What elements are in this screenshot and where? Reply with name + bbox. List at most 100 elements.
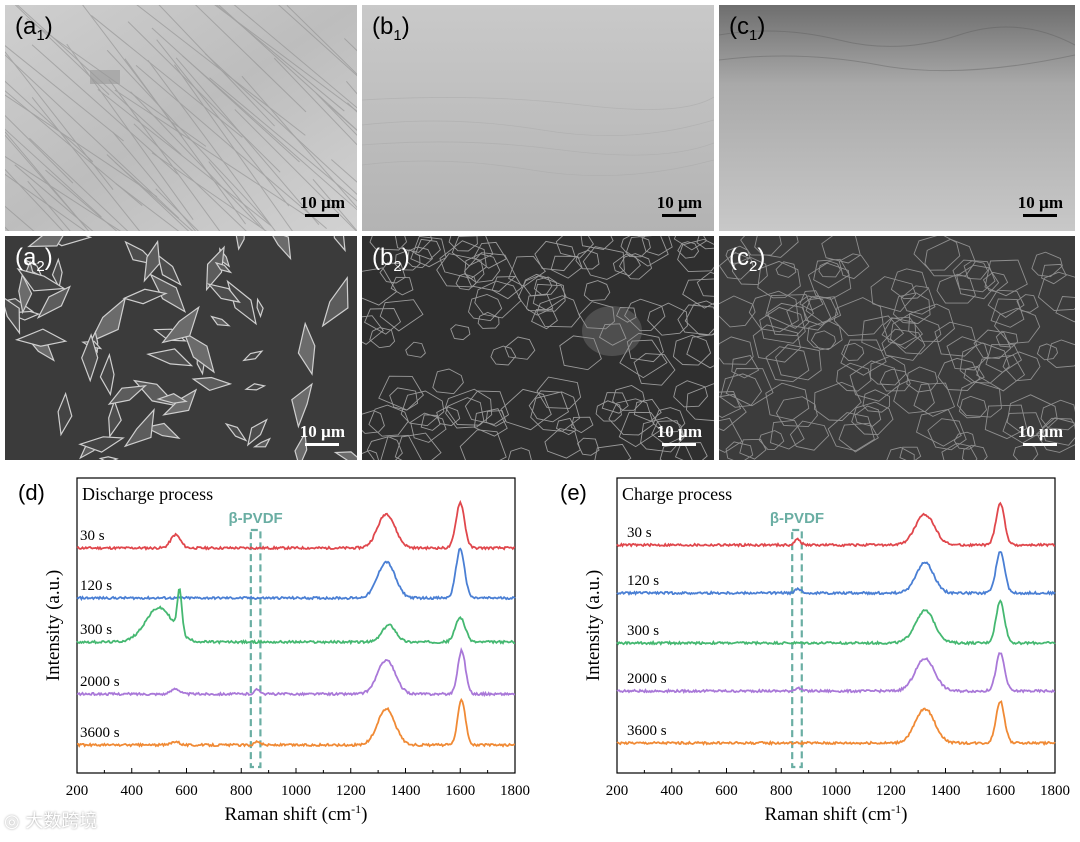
sem-panel-c2: (c2) 10 µm: [719, 236, 1075, 460]
chart-panel-label: (e): [560, 480, 587, 505]
x-tick-label: 800: [230, 783, 253, 799]
sem-grain: [775, 344, 822, 381]
sem-flake: [27, 236, 64, 248]
sem-grain: [491, 276, 523, 300]
sem-flake: [224, 422, 248, 442]
sem-grain: [1041, 263, 1067, 285]
sem-grain: [799, 290, 824, 311]
scale-bar-a1: 10 µm: [300, 194, 345, 217]
sem-flake: [14, 328, 68, 347]
sem-scratch: [151, 152, 267, 231]
sem-grain: [522, 273, 553, 297]
scale-bar-c1: 10 µm: [1018, 194, 1063, 217]
sem-grain: [984, 259, 1028, 297]
sem-scratch: [234, 109, 357, 231]
sem-grain: [748, 290, 799, 333]
sem-grain: [570, 416, 594, 434]
sem-grain: [1046, 339, 1075, 368]
sem-flake: [272, 236, 292, 261]
sem-grain: [870, 276, 917, 313]
sem-grain: [937, 357, 981, 391]
sem-scratch: [215, 5, 345, 112]
sem-grain: [838, 422, 879, 453]
beta-pvdf-band: [791, 528, 803, 769]
sem-grain: [362, 315, 384, 345]
sem-grain: [580, 236, 614, 250]
panel-label-b2: (b2): [372, 244, 410, 275]
sem-scratch: [112, 131, 197, 231]
sem-grain: [517, 275, 566, 312]
x-tick-label: 1000: [821, 783, 851, 799]
sem-grain: [1036, 417, 1075, 453]
sem-grain: [626, 332, 664, 363]
sem-grain: [394, 432, 442, 460]
sem-grain: [625, 236, 669, 267]
sem-grain: [890, 268, 929, 300]
x-tick-label: 200: [66, 783, 89, 799]
sem-grain: [619, 339, 668, 379]
x-tick-label: 200: [606, 783, 629, 799]
sem-scratch: [195, 5, 307, 113]
sem-grain: [618, 411, 664, 448]
sem-grain: [405, 341, 426, 358]
x-tick-label: 1800: [1040, 783, 1070, 799]
sem-grain: [1040, 399, 1075, 431]
sem-grain: [841, 342, 865, 361]
sem-grain: [444, 388, 493, 426]
x-tick-label: 400: [661, 783, 684, 799]
sem-grain: [906, 366, 939, 393]
sem-grain: [719, 393, 747, 432]
sem-grain: [555, 236, 594, 259]
sem-grain: [913, 236, 961, 271]
sem-grain: [400, 390, 445, 427]
series-label: 120 s: [627, 573, 659, 589]
sem-scratch: [175, 57, 320, 226]
sem-grain: [1012, 443, 1039, 460]
sem-grain: [739, 438, 767, 460]
series-line-4: [616, 700, 1056, 746]
sem-grain: [647, 302, 688, 336]
sem-grain: [674, 442, 708, 460]
sem-flake: [207, 283, 241, 304]
sem-grain: [882, 317, 917, 346]
chart-panel-label: (d): [18, 480, 45, 505]
sem-grain: [765, 382, 810, 421]
sem-grain: [892, 292, 931, 324]
sem-grain: [500, 388, 552, 431]
sem-grain: [976, 354, 1026, 392]
sem-grain: [406, 246, 433, 269]
sem-grain: [1002, 412, 1045, 444]
sem-flake: [143, 239, 161, 283]
sem-flake: [297, 321, 316, 376]
sem-grain: [459, 429, 507, 460]
x-tick-label: 1400: [391, 783, 421, 799]
sem-grain: [451, 236, 494, 267]
sem-grain: [913, 382, 956, 417]
series-label: 30 s: [80, 528, 105, 544]
sem-scratch: [106, 154, 190, 231]
sem-scratch: [158, 5, 275, 127]
sem-grain: [893, 379, 935, 414]
sem-scratch: [133, 123, 247, 231]
sem-scratch: [114, 161, 194, 231]
sem-flake: [156, 393, 188, 404]
sem-grain: [769, 419, 805, 450]
sem-grain: [598, 323, 627, 346]
sem-grain: [534, 240, 576, 272]
sem-scratch: [106, 49, 271, 225]
sem-scratch: [315, 93, 357, 136]
scale-bar-c2: 10 µm: [1018, 423, 1063, 446]
sem-grain: [362, 410, 385, 434]
panel-label-c2: (c2): [729, 244, 766, 275]
x-tick-label: 400: [121, 783, 144, 799]
sem-grain: [531, 309, 558, 330]
sem-grain: [754, 236, 799, 258]
sem-grain: [533, 276, 558, 296]
sem-grain: [886, 446, 915, 460]
sem-scratch: [174, 64, 293, 231]
sem-grain: [956, 381, 1002, 418]
sem-flake: [107, 385, 148, 406]
sem-grain: [861, 315, 905, 352]
sem-flake: [57, 391, 73, 437]
sem-scratch: [5, 168, 64, 231]
